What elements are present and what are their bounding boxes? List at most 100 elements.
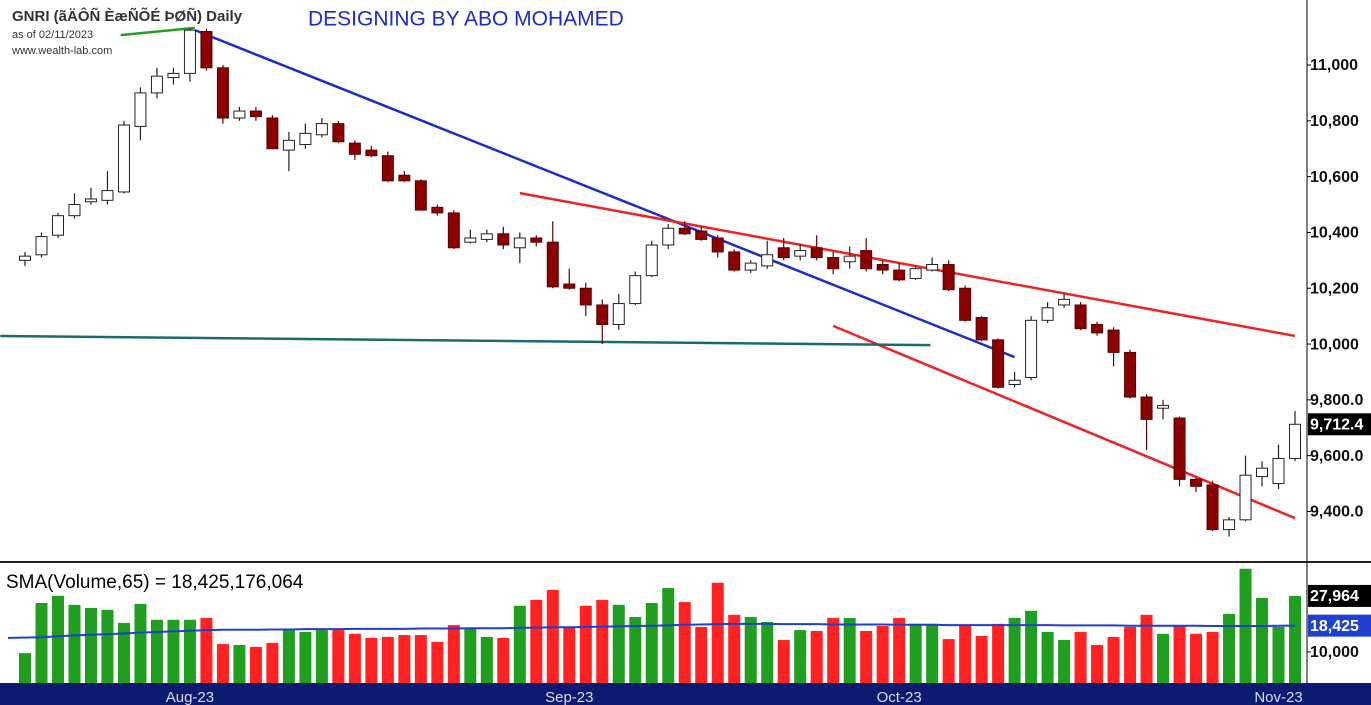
candle-body [1124, 351, 1137, 398]
volume-bar [1206, 631, 1219, 683]
volume-bar [51, 595, 64, 683]
candle-body [1058, 298, 1071, 306]
volume-last-label: 27,964 [1310, 588, 1359, 605]
annotation: DESIGNING BY ABO MOHAMED [308, 8, 624, 31]
volume-bar [975, 635, 988, 683]
candle-body [695, 230, 708, 240]
x-tick-label: Sep-23 [545, 689, 593, 705]
candle-body [530, 237, 543, 243]
trendline [519, 191, 1296, 338]
candle-body [810, 247, 823, 259]
candle-body [117, 124, 130, 193]
candle-body [1173, 417, 1186, 480]
volume-bar [84, 607, 97, 683]
candle-body [678, 227, 691, 235]
volume-bar [596, 599, 609, 683]
candle-body [68, 204, 81, 217]
volume-bar [876, 626, 889, 683]
candle-body [513, 237, 526, 249]
volume-bar [1223, 613, 1236, 683]
volume-bar [1058, 640, 1071, 683]
trendline [0, 334, 931, 347]
volume-bar [447, 625, 460, 683]
trendline [194, 28, 1016, 359]
volume-bar [530, 599, 543, 683]
candle-body [1025, 319, 1038, 379]
volume-label: SMA(Volume,65) = 18,425,176,064 [6, 572, 304, 593]
candle-body [728, 251, 741, 271]
candle-body [35, 236, 48, 256]
candle-body [464, 237, 477, 243]
candle-body [150, 75, 163, 94]
volume-bar [315, 630, 328, 683]
candle-body [480, 233, 493, 240]
volume-bar [167, 619, 180, 683]
candle-body [794, 250, 807, 257]
volume-sma-line [7, 622, 1296, 639]
y-tick-label: 9,600.0 [1310, 448, 1363, 465]
volume-bar [860, 631, 873, 683]
volume-bar [645, 602, 658, 683]
candle-body [959, 287, 972, 321]
volume-bar [365, 637, 378, 683]
candle-body [645, 244, 658, 277]
price-pane [0, 26, 1301, 537]
candle-body [612, 303, 625, 326]
volume-bar [348, 633, 361, 683]
y-tick-label: 11,000 [1310, 57, 1358, 74]
candle-body [167, 72, 180, 79]
candle-body [414, 180, 427, 211]
y-tick-label: 10,200 [1310, 280, 1359, 297]
volume-bar [843, 617, 856, 683]
candle-body [332, 123, 345, 143]
volume-bar [678, 602, 691, 683]
volume-bar [1124, 626, 1137, 683]
volume-bar [1041, 631, 1054, 683]
volume-bar [794, 630, 807, 683]
y-tick-label: 10,000 [1310, 336, 1359, 353]
y-tick-label: 9,800.0 [1310, 392, 1363, 409]
candle-body [233, 110, 246, 119]
y-tick-label: 10,800 [1310, 113, 1359, 130]
candle-body [84, 198, 97, 203]
candle-body [629, 275, 642, 305]
candle-body [596, 304, 609, 326]
volume-bar [266, 642, 279, 683]
volume-bar [381, 636, 394, 683]
candle-body [1256, 467, 1269, 478]
candle-body [761, 254, 774, 267]
candle-body [1239, 474, 1252, 521]
candle-body [1074, 304, 1087, 330]
last-close-label: 9,712.4 [1310, 417, 1363, 434]
volume-bar [711, 582, 724, 683]
candle-body [19, 255, 31, 261]
volume-bar [1272, 626, 1285, 683]
x-tick-label: Aug-23 [166, 689, 214, 705]
candle-body [398, 174, 411, 182]
candle-body [1223, 519, 1236, 531]
candle-body [101, 190, 114, 201]
candle-body [1107, 329, 1120, 353]
candle-body [381, 155, 394, 182]
volume-bar [134, 603, 147, 683]
volume-bar [68, 604, 81, 683]
volume-bar [1025, 610, 1038, 683]
trendline [120, 26, 196, 37]
volume-bar [1074, 631, 1087, 683]
candle-body [134, 92, 147, 127]
candle-body [579, 287, 592, 306]
candle-body [299, 132, 312, 146]
volume-bar [992, 623, 1005, 683]
candle-body [1272, 457, 1285, 485]
candle-body [827, 257, 840, 270]
candle-body [51, 215, 64, 236]
volume-bar [1091, 645, 1104, 683]
chart-title: GNRI (ãÄÔÑ ÈæÑÕÉ ÞØÑ) Daily [12, 7, 243, 25]
volume-bar [216, 644, 229, 683]
volume-bar [431, 641, 444, 683]
volume-bar [629, 616, 642, 683]
volume-bar [893, 617, 906, 683]
